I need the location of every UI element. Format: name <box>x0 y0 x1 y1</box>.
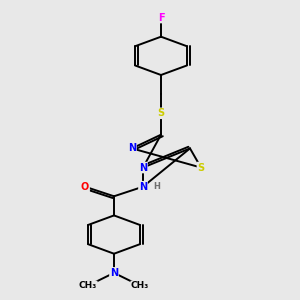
Text: S: S <box>197 163 205 172</box>
Text: S: S <box>158 108 165 118</box>
Text: H: H <box>154 182 160 191</box>
Text: N: N <box>110 268 118 278</box>
Text: CH₃: CH₃ <box>79 281 97 290</box>
Text: N: N <box>139 163 147 172</box>
Text: F: F <box>158 13 164 22</box>
Text: O: O <box>81 182 89 192</box>
Text: N: N <box>139 182 147 192</box>
Text: N: N <box>128 143 136 153</box>
Text: CH₃: CH₃ <box>131 281 149 290</box>
